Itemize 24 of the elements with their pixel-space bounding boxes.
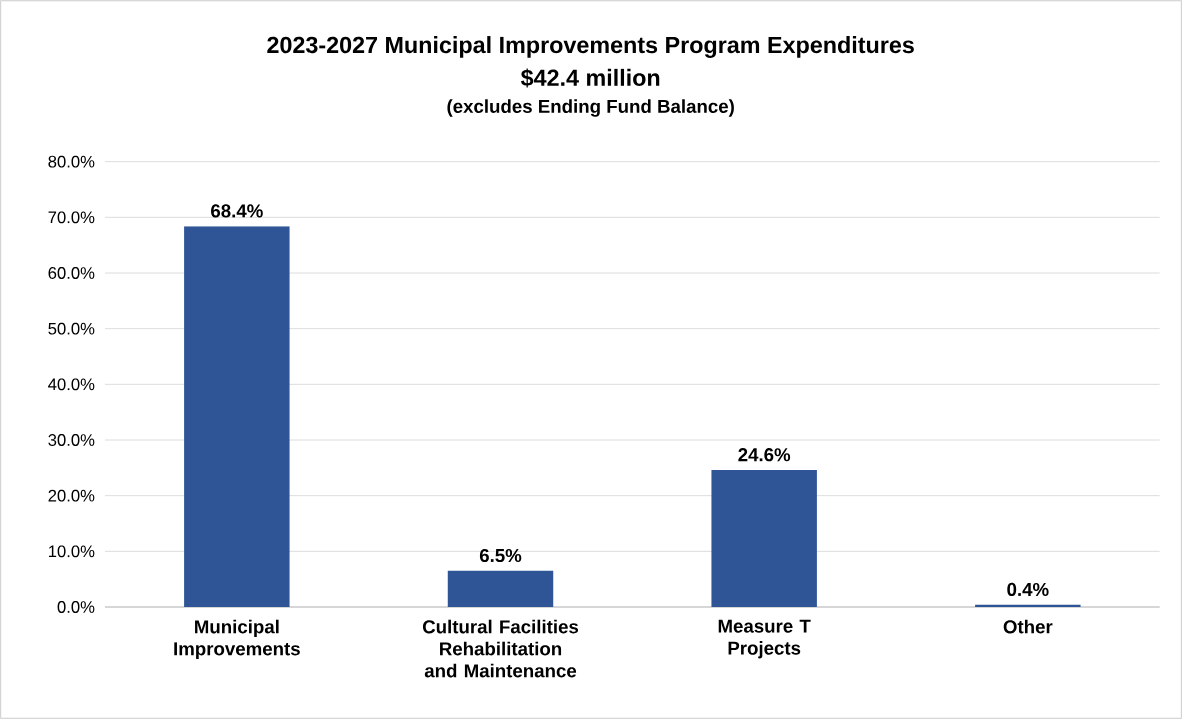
x-tick-label: Other bbox=[1003, 619, 1053, 634]
y-tick-label: 30.0% bbox=[48, 434, 95, 446]
data-label: 0.4% bbox=[1007, 582, 1049, 597]
y-tick-label: 20.0% bbox=[48, 489, 95, 502]
y-tick-label: 80.0% bbox=[48, 155, 95, 168]
data-label: 6.5% bbox=[479, 548, 522, 563]
y-tick-label: 50.0% bbox=[48, 322, 95, 335]
x-tick-label: Cultural Facilities Rehabilitation and Maintenance bbox=[422, 619, 579, 678]
y-tick-label: 70.0% bbox=[48, 211, 95, 224]
bar bbox=[184, 226, 290, 607]
x-tick-label: Municipal Improvements bbox=[174, 619, 300, 660]
chart-subtitle: $42.4 million bbox=[520, 68, 660, 88]
y-tick-label: 0.0% bbox=[57, 601, 95, 613]
y-tick-label: 10.0% bbox=[48, 545, 95, 558]
y-tick-label: 60.0% bbox=[48, 267, 95, 279]
data-label: 24.6% bbox=[738, 448, 791, 462]
bar bbox=[711, 470, 817, 607]
data-label: 68.4% bbox=[211, 204, 263, 218]
bar bbox=[447, 570, 554, 607]
chart-title: 2023-2027 Municipal Improvements Program Expenditures bbox=[267, 36, 914, 58]
text: (excludes Ending Fund Balance) bbox=[447, 99, 734, 117]
x-tick-label: Measure T Projects bbox=[718, 619, 811, 659]
y-tick-label: 40.0% bbox=[48, 378, 95, 391]
bar bbox=[975, 604, 1081, 607]
